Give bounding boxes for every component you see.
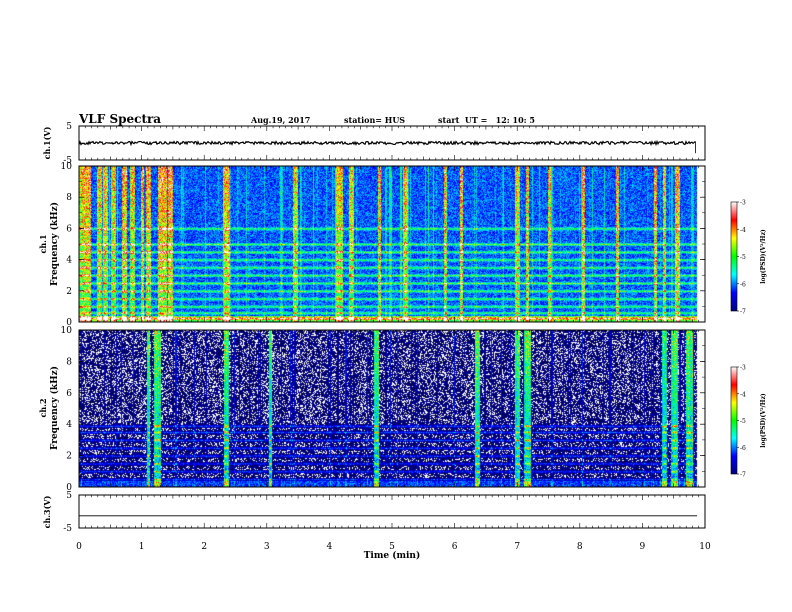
ch1-waveform-line bbox=[78, 139, 696, 147]
y-tick-label: 2 bbox=[66, 287, 72, 297]
colorbar-tick-label: -5 bbox=[740, 418, 746, 425]
colorbar-label-ch2: log(PSD)(V²/Hz) bbox=[760, 393, 767, 448]
x-axis-label: Time (min) bbox=[364, 550, 421, 561]
station-label: station= HUS bbox=[344, 115, 406, 125]
colorbar-tick-label: -7 bbox=[740, 309, 746, 316]
y-tick-label: 0 bbox=[66, 318, 72, 328]
y-tick-label: 4 bbox=[66, 256, 72, 266]
x-tick-label: 9 bbox=[640, 542, 646, 552]
y-tick-label: 4 bbox=[66, 420, 72, 430]
colorbar-label-ch1: log(PSD)(V²/Hz) bbox=[760, 229, 767, 284]
x-tick-label: 5 bbox=[389, 542, 395, 552]
x-tick-label: 7 bbox=[514, 542, 520, 552]
y-tick-label: 5 bbox=[66, 122, 72, 132]
x-tick-label: 0 bbox=[76, 542, 82, 552]
colorbar-ch1 bbox=[730, 201, 738, 312]
y-tick-label: 10 bbox=[61, 162, 73, 172]
y-tick-label: 2 bbox=[66, 452, 72, 462]
x-tick-label: 10 bbox=[699, 542, 711, 552]
y-tick-label: 8 bbox=[66, 357, 72, 367]
figure-title: VLF Spectra bbox=[79, 112, 162, 126]
y-tick-label: 6 bbox=[66, 389, 72, 399]
colorbar-tick-label: -7 bbox=[740, 472, 746, 479]
ch1-frequency-ylabel: Frequency (kHz) bbox=[49, 202, 60, 286]
colorbar-tick-label: -3 bbox=[740, 365, 746, 372]
x-tick-label: 2 bbox=[201, 542, 207, 552]
start-time-label: start UT = 12: 10: 5 bbox=[438, 115, 535, 125]
colorbar-tick-label: -3 bbox=[740, 200, 746, 207]
y-tick-label: 6 bbox=[66, 224, 72, 234]
date-label: Aug.19, 2017 bbox=[251, 115, 311, 125]
colorbar-tick-label: -4 bbox=[740, 227, 746, 234]
y-tick-label: 8 bbox=[66, 193, 72, 203]
ch1-waveform-ylabel: ch.1(V) bbox=[42, 126, 52, 159]
colorbar-tick-label: -6 bbox=[740, 281, 746, 288]
colorbar-ch2 bbox=[730, 366, 738, 475]
colorbar-tick-label: -4 bbox=[740, 391, 746, 398]
x-tick-label: 6 bbox=[452, 542, 458, 552]
x-tick-label: 1 bbox=[139, 542, 145, 552]
ch2-channel-label: ch.2 bbox=[38, 398, 48, 417]
colorbar-tick-label: -5 bbox=[740, 254, 746, 261]
x-tick-label: 4 bbox=[327, 542, 333, 552]
ch1-spectrogram-image bbox=[79, 166, 705, 322]
colorbar-tick-label: -6 bbox=[740, 445, 746, 452]
y-tick-label: 0 bbox=[66, 483, 72, 493]
ch3-waveform-ylabel: ch.3(V) bbox=[42, 495, 52, 528]
x-tick-label: 8 bbox=[577, 542, 583, 552]
y-tick-label: 10 bbox=[61, 326, 73, 336]
y-tick-label: -5 bbox=[63, 524, 72, 534]
ch2-frequency-ylabel: Frequency (kHz) bbox=[49, 366, 60, 450]
ch2-spectrogram-image bbox=[79, 330, 705, 487]
y-tick-label: 5 bbox=[66, 491, 72, 501]
x-tick-label: 3 bbox=[264, 542, 270, 552]
ch1-channel-label: ch.1 bbox=[38, 234, 48, 253]
y-tick-label: -5 bbox=[63, 156, 72, 166]
